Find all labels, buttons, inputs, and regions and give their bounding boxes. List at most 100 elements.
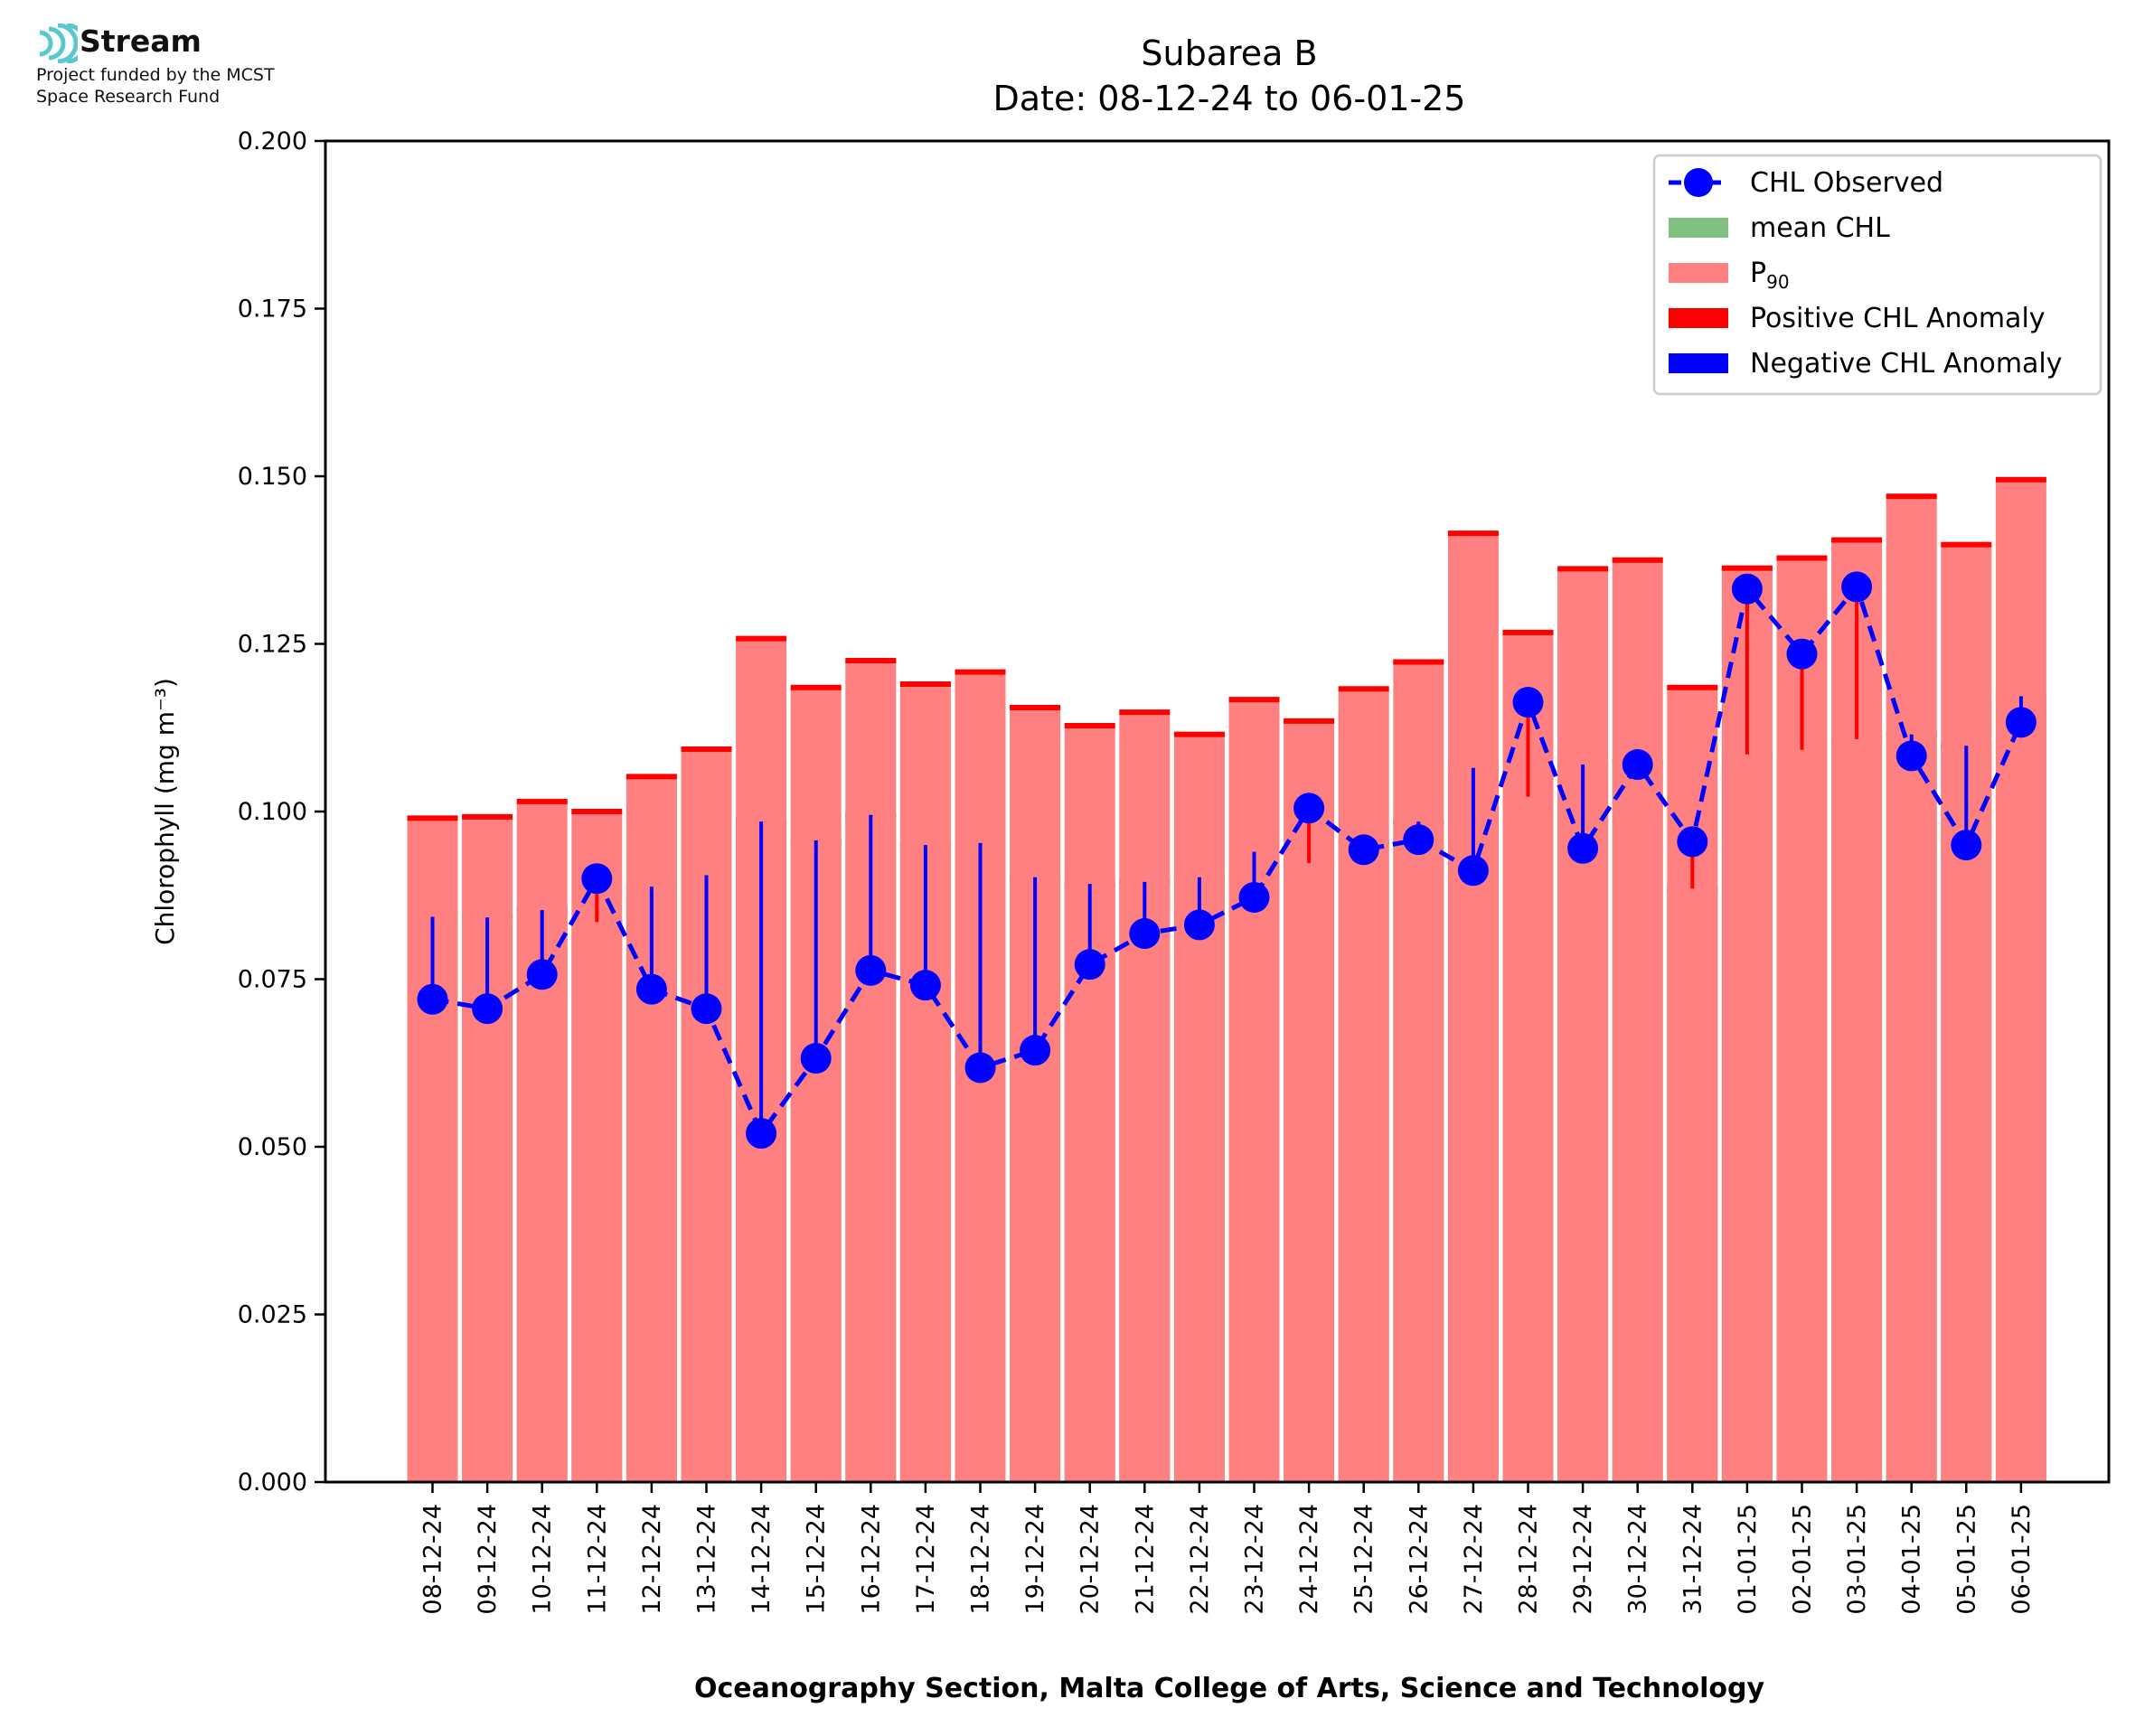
chart-subtitle: Date: 08-12-24 to 06-01-25 (993, 79, 1466, 118)
x-tick-label: 04-01-25 (1898, 1504, 1926, 1615)
x-tick-label: 28-12-24 (1515, 1504, 1543, 1615)
legend-patch-swatch (1669, 353, 1728, 373)
y-tick-label: 0.075 (238, 966, 307, 994)
observed-point (691, 993, 722, 1025)
p90-bar (1064, 726, 1115, 1482)
x-tick-label: 14-12-24 (748, 1504, 776, 1615)
y-tick-label: 0.125 (238, 631, 307, 659)
legend-patch-swatch (1669, 308, 1728, 328)
observed-point (1238, 881, 1270, 913)
x-tick-label: 12-12-24 (638, 1504, 666, 1615)
y-axis: 0.000 0.025 0.050 0.075 0.100 0.125 0.150 0.175… (238, 127, 325, 1497)
legend-marker-swatch (1684, 168, 1713, 197)
p90-bar (1119, 712, 1171, 1482)
p90-bar (1886, 496, 1937, 1482)
p90-bar (845, 661, 897, 1482)
logo-funding-line-2: Space Research Fund (36, 87, 221, 107)
p90-bar (1612, 559, 1663, 1482)
x-axis: 08-12-24 09-12-24 10-12-24 11-12-24 12-12-24… (419, 1482, 2036, 1615)
observed-point (1457, 855, 1489, 887)
y-tick-label: 0.200 (238, 127, 307, 155)
logo: Stream Project funded by the MCST Space … (34, 23, 360, 114)
observed-point (964, 1052, 996, 1084)
p90-bar (1995, 479, 2046, 1483)
observed-point (1677, 826, 1708, 858)
p90-bar (1447, 533, 1499, 1482)
y-tick-label: 0.000 (238, 1469, 307, 1497)
x-tick-label: 31-12-24 (1679, 1504, 1707, 1615)
observed-point (746, 1118, 777, 1150)
observed-point (1622, 749, 1653, 781)
observed-series (417, 571, 2036, 1150)
p90-bar (1228, 699, 1280, 1482)
x-tick-label: 13-12-24 (693, 1504, 721, 1615)
x-tick-label: 05-01-25 (1952, 1504, 1980, 1615)
x-tick-label: 26-12-24 (1405, 1504, 1433, 1615)
legend-patch-swatch (1669, 263, 1728, 283)
x-tick-label: 25-12-24 (1350, 1504, 1378, 1615)
p90-bar (899, 684, 951, 1482)
observed-point (417, 983, 448, 1015)
p90-bar (1010, 707, 1061, 1482)
x-tick-label: 19-12-24 (1021, 1504, 1049, 1615)
p90-bar (1338, 689, 1389, 1482)
x-tick-label: 17-12-24 (912, 1504, 940, 1615)
observed-point (1731, 573, 1763, 605)
observed-point (1348, 834, 1379, 866)
p90-bar (1393, 662, 1444, 1482)
x-tick-label: 22-12-24 (1186, 1504, 1214, 1615)
logo-funding-line-1: Project funded by the MCST (36, 65, 275, 85)
plot-frame (324, 139, 2111, 1484)
x-tick-label: 08-12-24 (419, 1504, 447, 1615)
y-tick-label: 0.150 (238, 463, 307, 491)
legend-box (1652, 154, 2102, 396)
legend-label-subscript: 90 (1766, 271, 1789, 293)
observed-point (1512, 687, 1544, 718)
observed-point (1895, 740, 1927, 772)
x-tick-label: 15-12-24 (803, 1504, 831, 1615)
x-tick-label: 02-01-25 (1789, 1504, 1817, 1615)
x-axis-label: Oceanography Section, Malta College of A… (694, 1673, 1765, 1704)
x-tick-label: 21-12-24 (1131, 1504, 1159, 1615)
legend-label: Negative CHL Anomaly (1750, 348, 2063, 380)
y-axis-label: Chlorophyll (mg m⁻³) (150, 678, 180, 945)
p90-bar (1173, 734, 1225, 1482)
legend-label: CHL Observed (1750, 167, 1943, 199)
legend-patch-swatch (1669, 218, 1728, 238)
observed-point (2005, 707, 2036, 738)
p90-bar (516, 801, 568, 1482)
observed-point (1786, 638, 1818, 670)
p90-bar (571, 812, 623, 1482)
x-tick-label: 09-12-24 (474, 1504, 502, 1615)
observed-point (1951, 830, 1982, 861)
p90-bar (681, 748, 732, 1482)
stream-waves-icon (39, 23, 78, 63)
observed-point (909, 970, 941, 1001)
observed-point (1129, 918, 1161, 950)
x-tick-label: 16-12-24 (857, 1504, 885, 1615)
y-tick-label: 0.050 (238, 1133, 307, 1161)
observed-point (1183, 909, 1215, 941)
y-tick-label: 0.025 (238, 1301, 307, 1329)
observed-point (472, 993, 503, 1025)
legend-label: mean CHL (1750, 212, 1890, 244)
observed-point (855, 954, 887, 986)
observed-point (1074, 949, 1105, 981)
x-tick-label: 23-12-24 (1241, 1504, 1269, 1615)
p90-bar (626, 776, 677, 1482)
x-tick-label: 30-12-24 (1624, 1504, 1652, 1615)
x-tick-label: 11-12-24 (583, 1504, 611, 1615)
x-tick-label: 18-12-24 (967, 1504, 995, 1615)
observed-point (1567, 832, 1599, 864)
p90-bar (1941, 544, 1992, 1482)
observed-point (1020, 1035, 1051, 1066)
observed-point (1293, 793, 1325, 824)
x-tick-label: 27-12-24 (1460, 1504, 1488, 1615)
x-tick-label: 29-12-24 (1569, 1504, 1597, 1615)
legend-label: Positive CHL Anomaly (1750, 303, 2046, 334)
x-tick-label: 06-01-25 (2008, 1504, 2036, 1615)
chart-title: Subarea B (1141, 33, 1317, 73)
logo-name: Stream (80, 23, 202, 59)
observed-point (800, 1043, 832, 1074)
